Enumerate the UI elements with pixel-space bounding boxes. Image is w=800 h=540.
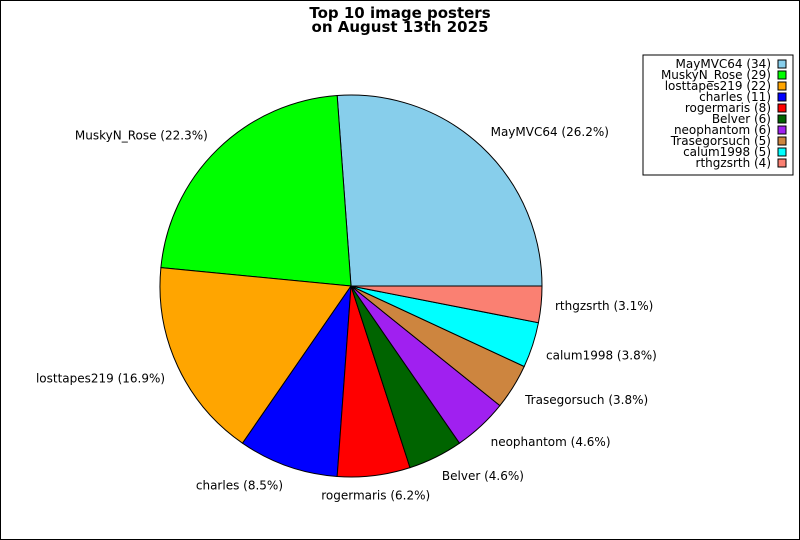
legend-label-Belver: Belver (6) — [712, 112, 771, 126]
slice-label-rogermaris: rogermaris (6.2%) — [321, 489, 430, 503]
legend-label-rthgzsrth: rthgzsrth (4) — [696, 156, 771, 170]
legend-swatch-MayMVC64 — [777, 59, 787, 69]
legend-label-MayMVC64: MayMVC64 (34) — [676, 57, 771, 71]
legend-label-neophantom: neophantom (6) — [674, 123, 771, 137]
slice-label-MuskyN_Rose: MuskyN_Rose (22.3%) — [75, 128, 208, 142]
legend-swatch-Belver — [777, 114, 787, 124]
slice-label-calum1998: calum1998 (3.8%) — [546, 348, 657, 362]
slice-label-losttapes219: losttapes219 (16.9%) — [36, 371, 165, 385]
legend-swatch-Trasegorsuch — [777, 136, 787, 146]
legend-label-charles: charles (11) — [699, 90, 771, 104]
legend-swatch-charles — [777, 92, 787, 102]
legend-label-MuskyN_Rose: MuskyN_Rose (29) — [661, 68, 771, 82]
legend: MayMVC64 (34)MuskyN_Rose (29)losttapes21… — [642, 54, 794, 176]
legend-box — [642, 54, 794, 176]
pie-slices — [159, 94, 543, 478]
slice-label-neophantom: neophantom (4.6%) — [491, 435, 611, 449]
slice-label-rthgzsrth: rthgzsrth (3.1%) — [555, 299, 653, 313]
legend-swatch-rogermaris — [777, 103, 787, 113]
legend-label-rogermaris: rogermaris (8) — [685, 101, 771, 115]
slice-label-Belver: Belver (4.6%) — [442, 469, 524, 483]
pie-slice-labels: MayMVC64 (26.2%) MuskyN_Rose (22.3%) lostt… — [36, 125, 657, 503]
legend-swatch-losttapes219 — [777, 81, 787, 91]
slice-label-MayMVC64: MayMVC64 (26.2%) — [491, 125, 609, 139]
pie-slice-losttapes219 — [159, 267, 352, 444]
legend-swatch-calum1998 — [777, 147, 787, 157]
legend-label-losttapes219: losttapes219 (22) — [665, 79, 771, 93]
chart-title-line-2: on August 13th 2025 — [312, 18, 489, 36]
pie-slice-charles — [241, 284, 352, 478]
chart-title-line-1: Top 10 image posters — [309, 4, 490, 22]
legend-label-Trasegorsuch: Trasegorsuch (5) — [670, 134, 771, 148]
pie-slice-MuskyN_Rose — [160, 94, 352, 287]
legend-swatch-rthgzsrth — [777, 158, 787, 168]
pie-slice-rthgzsrth — [350, 285, 543, 324]
slice-label-Trasegorsuch: Trasegorsuch (3.8%) — [524, 393, 648, 407]
legend-entries: MayMVC64 (34)MuskyN_Rose (29)losttapes21… — [661, 57, 787, 170]
legend-swatch-MuskyN_Rose — [777, 70, 787, 80]
pie-slice-MayMVC64 — [336, 94, 543, 287]
legend-label-calum1998: calum1998 (5) — [683, 145, 771, 159]
slice-label-charles: charles (8.5%) — [196, 478, 283, 492]
legend-swatch-neophantom — [777, 125, 787, 135]
